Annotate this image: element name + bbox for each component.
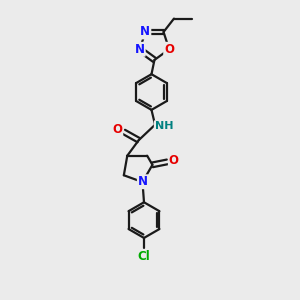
Text: O: O [169, 154, 179, 167]
Text: N: N [140, 26, 150, 38]
Text: O: O [164, 43, 174, 56]
Text: NH: NH [155, 121, 173, 131]
Text: N: N [135, 43, 145, 56]
Text: O: O [112, 123, 122, 136]
Text: Cl: Cl [138, 250, 150, 263]
Text: N: N [138, 175, 148, 188]
